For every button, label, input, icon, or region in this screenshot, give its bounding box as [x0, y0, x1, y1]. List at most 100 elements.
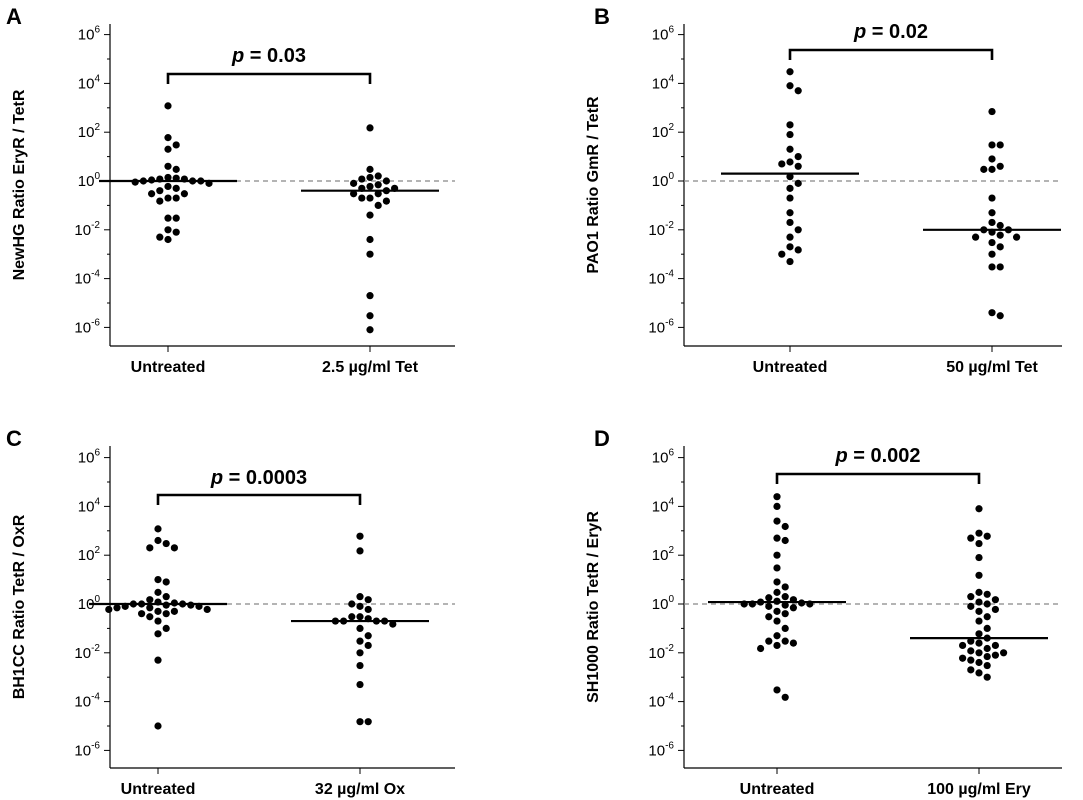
data-point [991, 641, 1000, 650]
data-point [794, 246, 802, 254]
data-point [172, 214, 180, 222]
data-point [967, 602, 975, 610]
p-value-label: p = 0.0003 [210, 467, 307, 489]
data-point [164, 214, 172, 222]
data-point [975, 539, 983, 548]
data-point [988, 250, 996, 258]
data-point [164, 182, 172, 191]
data-point [148, 190, 156, 198]
y-tick-label: 106 [78, 448, 101, 467]
panel-letter: D [594, 426, 610, 451]
data-point [164, 102, 172, 110]
data-point [366, 194, 374, 202]
data-point [1000, 649, 1008, 657]
data-point [164, 194, 172, 202]
data-point [983, 624, 991, 633]
data-point [983, 644, 991, 653]
data-point [164, 235, 172, 244]
data-point [972, 233, 980, 241]
data-point [975, 639, 983, 647]
data-point [366, 182, 374, 191]
data-point [988, 107, 996, 116]
data-point [382, 197, 390, 205]
data-point [983, 532, 991, 540]
data-point [975, 669, 983, 677]
data-point [975, 505, 983, 513]
data-point [164, 173, 172, 182]
panel-d: D 10-6 10-4 10-2 100 102 104 106 SH1000 Ratio Te… [585, 426, 1062, 798]
data-point [1013, 233, 1021, 241]
p-value-label: p = 0.002 [834, 445, 920, 467]
data-point [983, 600, 991, 608]
data-point [364, 641, 372, 650]
data-point [975, 607, 983, 615]
data-point [356, 602, 364, 610]
data-point [975, 588, 983, 596]
significance-bracket [788, 48, 994, 60]
data-point [366, 211, 374, 219]
data-point [146, 544, 154, 552]
data-point [356, 593, 364, 601]
data-point [988, 165, 996, 173]
y-axis-label: PAO1 Ratio GmR / TetR [585, 96, 602, 274]
data-point [172, 165, 180, 173]
data-point [773, 588, 781, 596]
y-axis-label: NewHG Ratio EryR / TetR [11, 89, 28, 280]
data-point [131, 178, 139, 186]
data-point [374, 190, 382, 198]
data-point [146, 613, 154, 621]
data-point [983, 590, 991, 598]
y-tick-label: 104 [652, 496, 675, 515]
y-tick-label: 104 [78, 73, 101, 92]
data-point [172, 228, 180, 236]
data-point [162, 624, 170, 633]
y-tick-label: 100 [78, 594, 101, 613]
data-point [162, 539, 170, 548]
y-tick-label: 106 [652, 448, 675, 467]
y-tick-label: 106 [78, 25, 101, 44]
data-point [356, 637, 364, 645]
data-point [967, 647, 975, 655]
data-point [187, 601, 195, 609]
data-point [356, 661, 364, 670]
data-point [374, 181, 382, 189]
data-point [786, 82, 794, 90]
data-point [156, 187, 164, 195]
data-point [975, 658, 983, 667]
significance-bracket [775, 472, 981, 484]
data-point [988, 141, 996, 149]
x-tick-label: 2.5 µg/ml Tet [322, 359, 419, 376]
data-point [959, 641, 967, 650]
data-point [789, 639, 798, 647]
data-point [786, 130, 794, 139]
data-point [350, 179, 358, 187]
data-point [757, 644, 765, 653]
data-point [164, 145, 172, 153]
data-point [374, 201, 382, 209]
y-tick-label: 104 [652, 73, 675, 92]
data-point [356, 624, 364, 633]
significance-bracket [166, 72, 372, 84]
panel-letter: A [6, 4, 22, 29]
y-axis-label: SH1000 Ratio TetR / EryR [585, 511, 602, 703]
data-point [154, 722, 162, 730]
y-tick-label: 10-6 [74, 740, 100, 759]
data-point [172, 184, 180, 192]
data-point [786, 218, 794, 227]
panel-a: A 10-6 10-4 10-2 100 102 104 106 NewHG Ratio Ery… [6, 4, 455, 376]
data-point [765, 613, 773, 621]
data-point [781, 624, 789, 633]
data-point [350, 190, 358, 198]
data-point [988, 238, 996, 247]
data-point [781, 536, 789, 545]
significance-bracket [156, 493, 362, 505]
data-point [781, 522, 789, 531]
data-point [358, 175, 366, 183]
data-point [773, 534, 781, 542]
data-point [975, 553, 983, 562]
data-point [967, 666, 975, 674]
data-point [988, 194, 996, 202]
y-tick-label: 10-2 [648, 220, 674, 239]
data-point [105, 605, 113, 614]
data-point [967, 534, 975, 542]
